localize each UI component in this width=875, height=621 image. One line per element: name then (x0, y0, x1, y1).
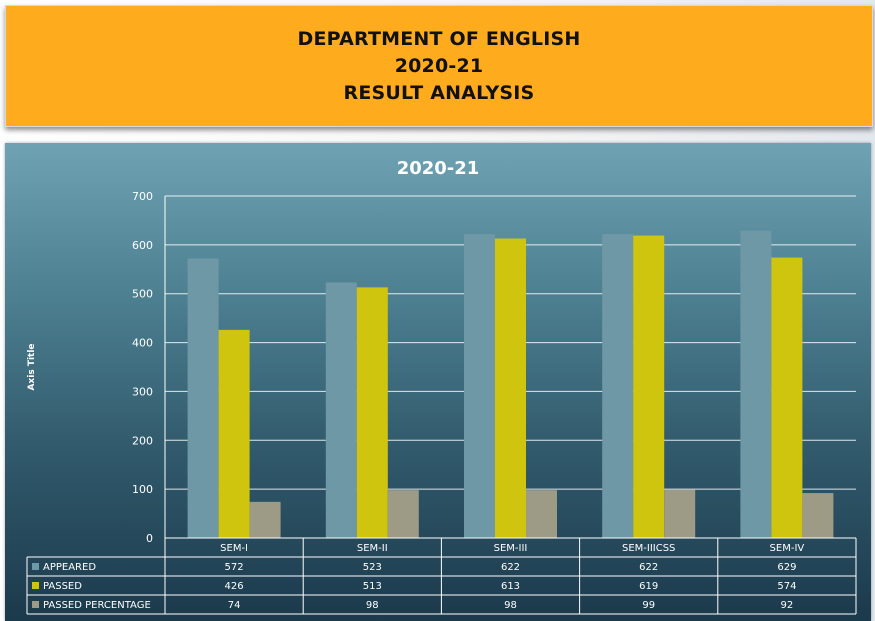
y-axis-title: Axis Title (27, 343, 37, 390)
bar (664, 489, 696, 538)
data-table-value: 622 (501, 562, 520, 573)
y-tick-label: 200 (132, 434, 153, 447)
y-tick-label: 300 (132, 385, 153, 398)
y-tick-label: 100 (132, 483, 153, 496)
legend-entry: APPEARED (43, 562, 96, 573)
bar (356, 287, 388, 538)
data-table-value: 98 (504, 600, 517, 611)
data-table-value: 92 (781, 600, 794, 611)
banner-subtitle: RESULT ANALYSIS (343, 81, 535, 104)
legend-swatch (32, 601, 39, 608)
legend-entry: PASSED (43, 581, 82, 592)
data-table-value: 513 (363, 581, 382, 592)
bar (602, 234, 634, 538)
data-table-value: 572 (225, 562, 244, 573)
result-bar-chart: 2020-21 0 100 200 300 400 500 600 700 Axis Title S… (26, 158, 857, 615)
chart-title: 2020-21 (397, 158, 480, 179)
legend-swatch (32, 563, 39, 570)
y-tick-label: 600 (132, 239, 153, 252)
x-category-label: SEM-IV (770, 543, 805, 554)
legend-entry: PASSED PERCENTAGE (43, 600, 151, 611)
legend-swatch (32, 582, 39, 589)
x-category-label: SEM-IIICSS (622, 543, 675, 554)
data-table-value: 523 (363, 562, 382, 573)
data-table-value: 74 (228, 600, 241, 611)
y-tick-label: 400 (132, 337, 153, 350)
data-table-value: 629 (777, 562, 796, 573)
data-table-value: 98 (366, 600, 379, 611)
banner-year: 2020-21 (394, 54, 484, 77)
data-table-value: 619 (639, 581, 658, 592)
x-category-label: SEM-II (357, 543, 388, 554)
bar (249, 501, 281, 538)
bar (464, 234, 495, 538)
bar (218, 329, 250, 538)
data-table-value: 574 (777, 581, 796, 592)
y-tick-label: 500 (132, 288, 153, 301)
bar (526, 490, 557, 538)
banner-department: DEPARTMENT OF ENGLISH (297, 27, 581, 50)
x-category-label: SEM-III (494, 543, 528, 554)
bar (771, 257, 803, 538)
data-table-value: 613 (501, 581, 520, 592)
title-banner: DEPARTMENT OF ENGLISH 2020-21 RESULT ANA… (5, 5, 873, 127)
bar (325, 282, 357, 538)
data-table-value: 426 (225, 581, 244, 592)
data-table-value: 99 (642, 600, 655, 611)
bar (187, 258, 219, 538)
bar (633, 235, 665, 538)
y-tick-label: 700 (132, 190, 153, 203)
data-table-value: 622 (639, 562, 658, 573)
bar (495, 238, 526, 538)
chart-panel: 2020-21 0 100 200 300 400 500 600 700 Axis Title S… (5, 143, 871, 621)
bar (802, 493, 834, 538)
bar (740, 230, 772, 538)
bar (387, 490, 419, 538)
y-tick-label: 0 (146, 532, 153, 545)
x-category-label: SEM-I (220, 543, 248, 554)
